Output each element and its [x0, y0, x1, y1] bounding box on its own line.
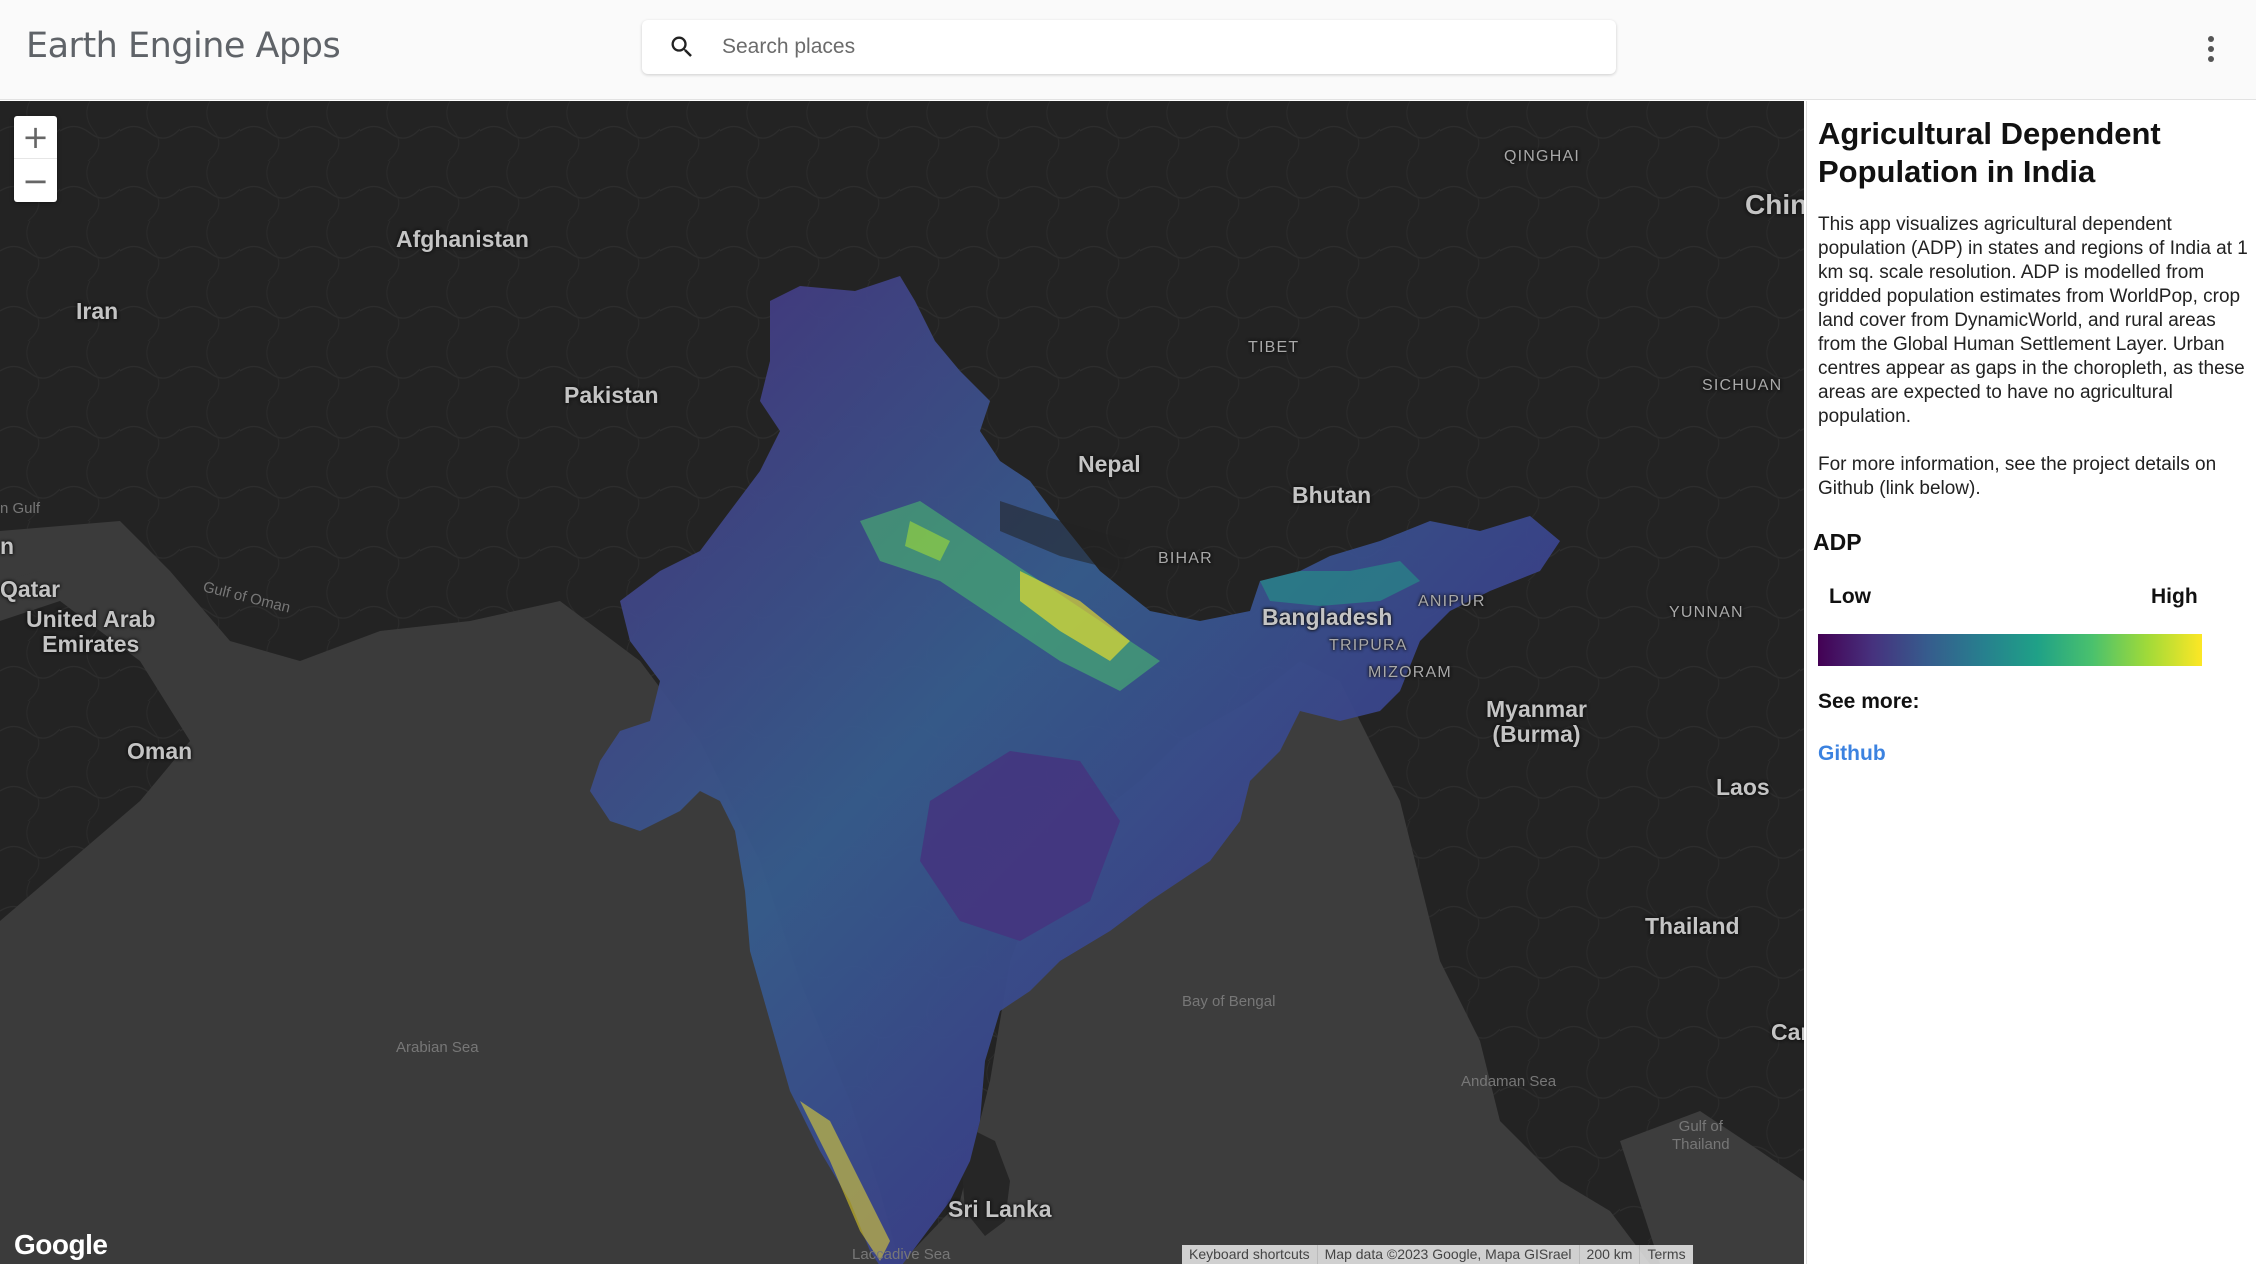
map-label-andaman-sea: Andaman Sea — [1461, 1073, 1557, 1090]
panel-title: Agricultural Dependent Population in Ind… — [1818, 116, 2161, 189]
more-vert-icon[interactable] — [2196, 30, 2226, 68]
map-label-iran: Iran — [76, 298, 119, 324]
zoom-in-button[interactable]: + — [14, 116, 57, 159]
map-label-bangladesh: Bangladesh — [1262, 604, 1393, 630]
map-label-china: Chin — [1745, 189, 1804, 220]
legend-title: ADP — [1813, 529, 1862, 555]
map-attribution: Keyboard shortcuts Map data ©2023 Google… — [1182, 1245, 1693, 1264]
search-icon — [671, 36, 692, 57]
map-label-oman: Oman — [127, 738, 193, 764]
map-label-pakistan: Pakistan — [564, 382, 659, 408]
zoom-control: + − — [14, 116, 57, 202]
app-title[interactable]: Earth Engine Apps — [26, 26, 341, 66]
keyboard-shortcuts-link[interactable]: Keyboard shortcuts — [1189, 1246, 1310, 1262]
map-label-arabian-sea: Arabian Sea — [396, 1039, 479, 1056]
map-label-uae: United Arab Emirates — [26, 606, 156, 657]
search-box[interactable] — [642, 20, 1616, 74]
scale-bar[interactable]: 200 km — [1578, 1245, 1640, 1264]
map-label-mizoram: MIZORAM — [1368, 664, 1452, 681]
map-label-nepal: Nepal — [1078, 451, 1141, 477]
map-label-qatar: Qatar — [0, 576, 61, 602]
map-label-laccadive-sea: Laccadive Sea — [852, 1246, 951, 1263]
map-basemap — [0, 101, 1804, 1264]
map-label-tibet: TIBET — [1248, 339, 1300, 356]
map-label-myanmar: Myanmar (Burma) — [1486, 696, 1587, 747]
map-label-thailand: Thailand — [1645, 913, 1740, 939]
github-link[interactable]: Github — [1818, 742, 1886, 765]
map-label-sri-lanka: Sri Lanka — [948, 1196, 1052, 1222]
map-label-qinghai: QINGHAI — [1504, 148, 1580, 165]
map-label-bhutan: Bhutan — [1292, 482, 1372, 508]
info-panel: Agricultural Dependent Population in Ind… — [1806, 101, 2256, 1264]
map-data-credit: Map data ©2023 Google, Mapa GISrael — [1316, 1245, 1579, 1264]
app-header: Earth Engine Apps — [0, 0, 2256, 100]
map-label-yunnan: YUNNAN — [1669, 604, 1744, 621]
terms-link[interactable]: Terms — [1639, 1245, 1692, 1264]
map-label-sichuan: SICHUAN — [1702, 377, 1783, 394]
map-label-gulf-partial: n Gulf — [0, 500, 41, 517]
map-label-bihar: BIHAR — [1158, 550, 1213, 567]
map-label-bay-of-bengal: Bay of Bengal — [1182, 993, 1276, 1010]
map-label-partial-n: n — [0, 533, 15, 559]
see-more-label: See more: — [1818, 690, 1920, 713]
google-logo: Google — [14, 1229, 108, 1260]
search-input[interactable] — [722, 20, 1582, 74]
panel-more-info: For more information, see the project de… — [1818, 454, 2217, 499]
map-view[interactable]: + − Afghanistan Iran Pakistan Nepal Bhut… — [0, 101, 1804, 1264]
legend-color-bar — [1818, 634, 2202, 666]
map-label-afghanistan: Afghanistan — [396, 226, 529, 252]
panel-description: This app visualizes agricultural depende… — [1818, 214, 2248, 427]
zoom-out-button[interactable]: − — [22, 161, 49, 200]
map-label-laos: Laos — [1716, 774, 1770, 800]
map-label-gulf-of-thailand: Gulf of Thailand — [1672, 1118, 1730, 1153]
legend-high-label: High — [2151, 585, 2198, 608]
map-label-cambodia: Car — [1771, 1019, 1804, 1045]
legend-low-label: Low — [1829, 585, 1871, 608]
map-label-tripura: TRIPURA — [1329, 637, 1408, 654]
map-label-manipur: ANIPUR — [1418, 593, 1486, 610]
